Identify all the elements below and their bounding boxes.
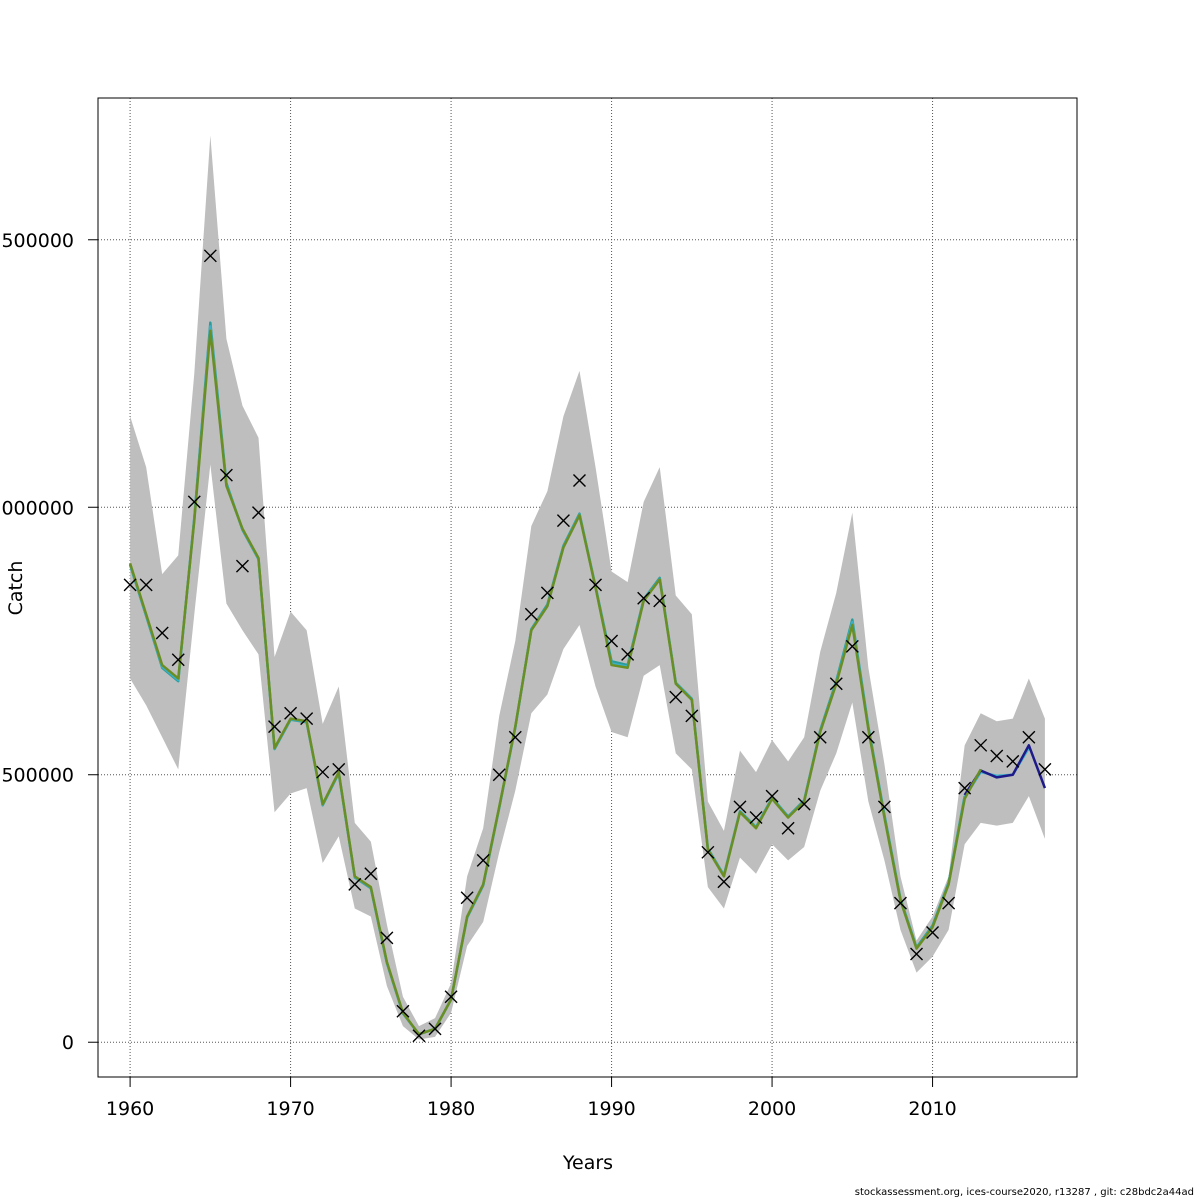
observed-point — [942, 896, 956, 910]
observed-point — [364, 867, 378, 881]
observed-point — [139, 578, 153, 592]
estimate-line — [128, 329, 982, 1036]
observed-point — [187, 495, 201, 509]
observed-point — [444, 990, 458, 1004]
observed-point — [845, 639, 859, 653]
observed-point — [621, 647, 635, 661]
observed-point — [380, 931, 394, 945]
observed-point — [637, 591, 651, 605]
observed-point — [572, 474, 586, 487]
observed-point — [348, 877, 362, 891]
observed-point — [813, 730, 827, 744]
observed-point — [669, 690, 683, 704]
y-tick-label: 0 — [62, 1032, 74, 1054]
observed-point — [829, 677, 843, 691]
series-lines — [128, 321, 1047, 1036]
observed-point — [524, 607, 538, 621]
observed-point — [556, 514, 570, 528]
observed-point — [251, 506, 265, 520]
observed-point — [958, 781, 972, 795]
observed-point — [605, 634, 619, 648]
observed-point — [412, 1029, 426, 1043]
x-tick-label: 1990 — [587, 1098, 635, 1120]
observed-point — [396, 1004, 410, 1018]
observed-point — [701, 845, 715, 859]
x-tick-label: 1970 — [266, 1098, 314, 1120]
y-tick-label: 500000 — [1, 765, 74, 787]
observed-point — [861, 730, 875, 744]
observed-point — [877, 800, 891, 814]
x-axis: 1960 1970 1980 1990 2000 2010 — [106, 1077, 957, 1120]
observed-point — [1006, 754, 1020, 768]
observed-point — [268, 720, 282, 734]
observed-point — [428, 1022, 442, 1036]
observed-point — [797, 797, 811, 811]
y-axis-title: Catch — [5, 561, 27, 616]
observed-point — [1038, 762, 1052, 776]
observed-point — [765, 789, 779, 803]
x-axis-title: Years — [562, 1152, 613, 1174]
observed-point — [171, 653, 185, 667]
confidence-band-layer — [130, 135, 1045, 1040]
observed-point — [508, 730, 522, 744]
observed-point — [974, 738, 988, 752]
observed-point — [476, 853, 490, 867]
observed-point — [733, 800, 747, 814]
x-tick-label: 1960 — [106, 1098, 154, 1120]
observed-point — [219, 468, 233, 482]
observed-point — [155, 626, 169, 640]
observed-point — [332, 762, 346, 776]
observed-point — [492, 768, 506, 782]
observed-point — [685, 709, 699, 723]
observed-point — [540, 586, 554, 600]
observed-point — [300, 712, 314, 726]
observed-point — [781, 821, 795, 835]
y-axis: 0 500000 1000000 1500000 — [0, 230, 98, 1054]
observed-point — [653, 594, 667, 608]
confidence-band — [130, 135, 1045, 1040]
observed-point — [1022, 730, 1036, 744]
observed-point — [123, 578, 137, 592]
x-tick-label: 2000 — [748, 1098, 796, 1120]
observed-point — [460, 891, 474, 905]
observed-point — [316, 765, 330, 779]
plot-frame — [97, 97, 1078, 1078]
observed-point — [717, 875, 731, 889]
observed-point — [910, 947, 924, 961]
observed-point — [926, 926, 940, 940]
observed-point — [990, 749, 1004, 763]
observed-point — [589, 578, 603, 592]
x-tick-label: 2010 — [908, 1098, 956, 1120]
y-tick-label: 1000000 — [0, 497, 74, 519]
footer-credit: stockassessment.org, ices-course2020, r1… — [854, 1187, 1194, 1198]
observed-point — [235, 559, 249, 573]
observed-point — [203, 249, 217, 263]
observed-markers — [123, 249, 1052, 1043]
observed-point — [284, 706, 298, 720]
observed-point — [749, 811, 763, 825]
observed-point — [893, 896, 907, 910]
y-tick-label: 1500000 — [0, 230, 74, 252]
x-tick-label: 1980 — [427, 1098, 475, 1120]
